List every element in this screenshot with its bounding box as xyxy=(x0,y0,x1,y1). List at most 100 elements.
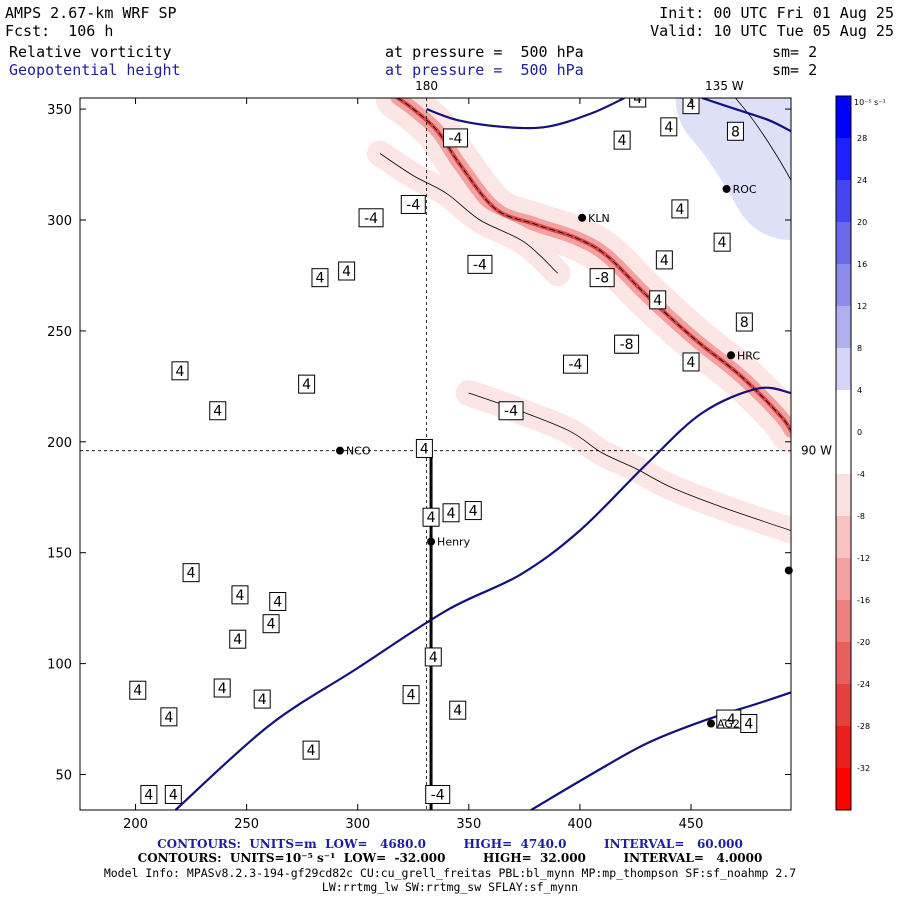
contour-label: -4 xyxy=(449,131,463,147)
colorbar-swatch xyxy=(836,390,851,433)
contour-label-box xyxy=(400,194,426,214)
vorticity-contour-negative xyxy=(397,98,791,431)
contour-label: 4 xyxy=(675,202,684,218)
contour-label-box xyxy=(449,700,467,720)
vorticity-field xyxy=(367,98,791,544)
contour-label-box xyxy=(562,354,588,374)
contour-label: -4 xyxy=(568,357,582,373)
colorbar-swatch xyxy=(836,684,851,727)
contour-label: 4 xyxy=(427,510,436,526)
height-contour-4680 xyxy=(426,98,625,130)
colorbar-label: 20 xyxy=(857,218,867,227)
model-info: Model Info: MPASv8.2.3-194-gf29cd82c CU:… xyxy=(103,866,797,880)
colorbar-swatch xyxy=(836,138,851,181)
contour-label-box xyxy=(311,268,329,288)
colorbar: 10⁻⁵ s⁻¹ 28 24 20 16 12 8 4 0 -4 -8 -12 -16 -20 -24 -28… xyxy=(835,95,886,811)
contour-label-box xyxy=(467,254,493,274)
y-tick-label: 350 xyxy=(47,103,72,118)
contour-label: 4 xyxy=(187,566,196,582)
colorbar-label: 4 xyxy=(857,386,862,395)
field1-smoothing: sm= 2 xyxy=(772,43,818,61)
station-marker xyxy=(722,184,731,193)
contour-label: 4 xyxy=(176,364,185,380)
colorbar-swatch xyxy=(836,306,851,349)
contour-label-box xyxy=(735,312,753,332)
contour-label: 4 xyxy=(687,355,696,371)
map-frame xyxy=(79,97,792,811)
contour-label-box xyxy=(302,740,320,760)
contour-label-box xyxy=(649,290,667,310)
station-marker xyxy=(707,719,716,728)
colorbar-label: -32 xyxy=(857,764,870,773)
field1-name: Relative vorticity xyxy=(9,43,172,61)
contour-label-box xyxy=(671,199,689,219)
height-contour-4740 xyxy=(701,98,791,133)
contour-label-box xyxy=(164,784,182,804)
contour-label-box xyxy=(442,128,468,148)
station-marker xyxy=(784,566,793,575)
contour-label: 4 xyxy=(164,710,173,726)
contour-label: 4 xyxy=(267,617,276,633)
colorbar-label: 28 xyxy=(857,134,867,143)
contour-label: 4 xyxy=(660,253,669,269)
contour-label-box xyxy=(415,438,433,458)
contour-label-box xyxy=(682,98,700,115)
contour-label: 4 xyxy=(664,120,673,136)
colorbar-label: 24 xyxy=(857,176,867,185)
contour-label: 4 xyxy=(453,703,462,719)
contour-label-box xyxy=(425,784,451,804)
colorbar-swatch xyxy=(836,642,851,685)
contour-label: 4 xyxy=(133,683,142,699)
contour-label: 4 xyxy=(316,271,325,287)
contour-label: 4 xyxy=(633,91,642,107)
colorbar-swatch xyxy=(836,726,851,769)
contour-label: -4 xyxy=(473,257,487,273)
station-marker xyxy=(335,446,344,455)
contour-label-box xyxy=(160,707,178,727)
contour-label-box xyxy=(262,614,280,634)
colorbar-label: 0 xyxy=(857,428,862,437)
contour-label: 8 xyxy=(731,124,740,140)
contour-label-box xyxy=(682,352,700,372)
contour-label-box xyxy=(589,268,615,288)
init-time: Init: 00 UTC Fri 01 Aug 25 xyxy=(659,4,894,22)
contour-label: 4 xyxy=(407,688,416,704)
colorbar-swatch xyxy=(836,474,851,517)
contour-label-box xyxy=(209,401,227,421)
vorticity-contour-negative-weak xyxy=(468,392,791,531)
colorbar-swatch xyxy=(836,600,851,643)
contour-label: -8 xyxy=(595,271,609,287)
height-contour-4680 xyxy=(174,386,791,810)
station-label: Henry xyxy=(437,536,471,549)
contour-label-box xyxy=(442,503,460,523)
contour-label-box xyxy=(358,208,384,228)
x-tick-label: 350 xyxy=(456,817,481,832)
station-marker xyxy=(427,537,436,546)
contour-label-box xyxy=(629,98,647,108)
contour-label-box xyxy=(402,685,420,705)
contour-labels: 4448-44-4-4444-444-8448-8-44444-44444444… xyxy=(129,91,758,804)
geopotential-height-contours xyxy=(174,98,791,810)
stations: NCO Henry KLN ROC HRC AG2 xyxy=(335,183,793,730)
contour-label: -4 xyxy=(504,404,518,420)
contour-label: 4 xyxy=(307,743,316,759)
station-label: AG2 xyxy=(717,717,740,730)
colorbar-swatch xyxy=(836,180,851,223)
y-tick-label: 200 xyxy=(47,436,72,451)
contour-label: -4 xyxy=(722,712,736,728)
y-tick-label: 300 xyxy=(47,214,72,229)
contour-label: 4 xyxy=(744,716,753,732)
contour-label: -4 xyxy=(406,197,420,213)
colorbar-swatch xyxy=(836,516,851,559)
contour-label: 4 xyxy=(273,595,282,611)
contour-label-box xyxy=(740,713,758,733)
colorbar-label: -12 xyxy=(857,554,870,563)
contour-label: 4 xyxy=(687,98,696,114)
contour-label: 4 xyxy=(429,650,438,666)
contour-label: 4 xyxy=(469,504,478,520)
contour-label: 4 xyxy=(218,681,227,697)
meridian-label: 135 W xyxy=(705,79,744,93)
contour-label: 4 xyxy=(258,692,267,708)
forecast-hour: Fcst: 106 h xyxy=(5,22,114,40)
